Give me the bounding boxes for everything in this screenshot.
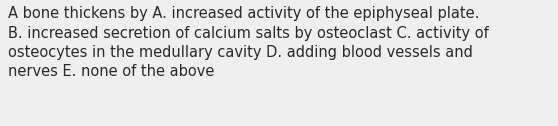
Text: A bone thickens by A. increased activity of the epiphyseal plate.
B. increased s: A bone thickens by A. increased activity… <box>8 6 489 79</box>
